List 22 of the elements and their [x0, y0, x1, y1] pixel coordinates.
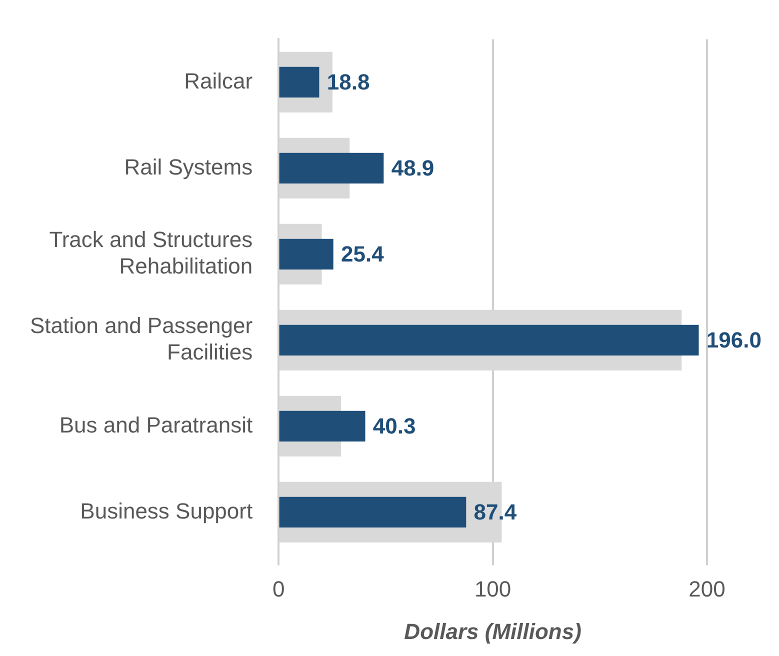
bar: [279, 496, 466, 528]
bar: [279, 324, 699, 356]
bar: [279, 152, 384, 184]
y-tick-label: Station and Passenger Facilities: [30, 313, 253, 364]
y-tick-label: Bus and Paratransit: [59, 412, 253, 438]
x-tick-label: 0: [272, 576, 285, 602]
data-label: 196.0: [706, 327, 762, 352]
y-tick-label: Rail Systems: [124, 154, 253, 180]
data-label: 25.4: [341, 241, 385, 266]
bar: [279, 238, 334, 270]
data-label: 40.3: [372, 413, 416, 438]
data-label: 87.4: [474, 499, 518, 524]
x-tick-label: 200: [688, 576, 726, 602]
bar: [279, 410, 366, 442]
y-tick-label: Business Support: [80, 498, 253, 524]
y-tick-label: Railcar: [184, 68, 253, 94]
data-label: 18.8: [326, 69, 370, 94]
bar: [279, 66, 320, 98]
y-tick-label: Track and Structures Rehabilitation: [49, 227, 253, 278]
x-tick-label: 100: [474, 576, 512, 602]
data-label: 48.9: [391, 155, 434, 180]
x-axis-title: Dollars (Millions): [404, 618, 582, 644]
